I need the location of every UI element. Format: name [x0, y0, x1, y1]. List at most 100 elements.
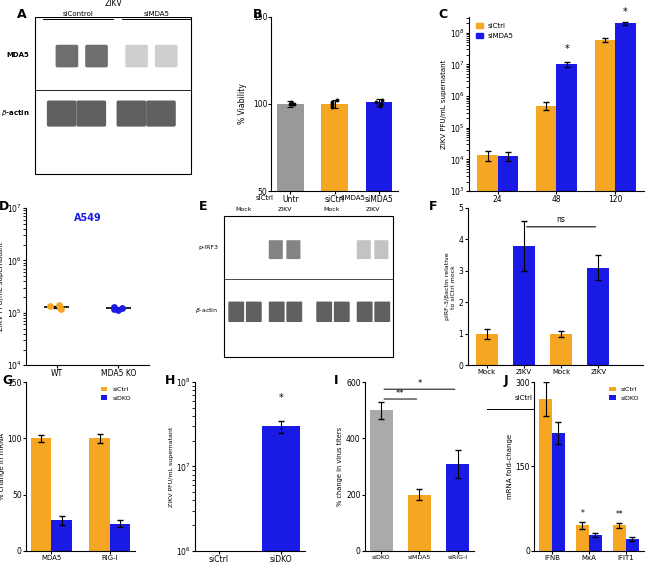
FancyBboxPatch shape: [357, 302, 372, 322]
Legend: siCtrl, siDKO: siCtrl, siDKO: [100, 386, 132, 402]
Text: MDA5: MDA5: [6, 52, 29, 58]
Point: [374, 101, 385, 110]
Text: *: *: [623, 7, 628, 17]
Text: siControl: siControl: [63, 11, 94, 17]
FancyBboxPatch shape: [269, 302, 285, 322]
Point: [286, 98, 296, 107]
Bar: [613, 525, 626, 551]
Point: [284, 99, 294, 108]
Bar: [626, 539, 638, 551]
Text: $\beta$-actin: $\beta$-actin: [196, 306, 218, 315]
Text: *: *: [564, 44, 569, 54]
FancyBboxPatch shape: [374, 240, 389, 259]
Bar: [513, 246, 535, 365]
Text: $\beta$-actin: $\beta$-actin: [1, 108, 29, 117]
Bar: [31, 438, 51, 551]
Bar: [587, 268, 610, 365]
Point: [109, 302, 119, 311]
Text: C: C: [438, 8, 447, 21]
Point: [327, 99, 337, 108]
Text: siMDA5: siMDA5: [339, 195, 365, 201]
Bar: [51, 520, 72, 551]
FancyBboxPatch shape: [269, 240, 283, 259]
FancyBboxPatch shape: [317, 302, 332, 322]
Text: E: E: [200, 200, 208, 213]
Text: siCtrl: siCtrl: [515, 395, 533, 401]
Bar: [370, 410, 393, 551]
Point: [375, 99, 385, 108]
Bar: [552, 433, 565, 551]
Point: [332, 96, 343, 105]
Y-axis label: % change in mRNA: % change in mRNA: [0, 433, 5, 500]
FancyBboxPatch shape: [228, 302, 244, 322]
Point: [326, 98, 337, 107]
Bar: [408, 495, 431, 551]
Text: Mock: Mock: [323, 207, 339, 212]
Text: H: H: [165, 374, 176, 387]
Bar: [322, 104, 348, 278]
Bar: [589, 535, 602, 551]
FancyBboxPatch shape: [334, 302, 350, 322]
Text: J: J: [504, 374, 508, 387]
Y-axis label: ZIKV PFU/mL supernatant: ZIKV PFU/mL supernatant: [168, 426, 174, 507]
Text: siCtrl: siCtrl: [255, 195, 274, 201]
Point: [287, 99, 297, 108]
Bar: [277, 104, 304, 278]
Bar: [595, 40, 615, 562]
Text: ZIKV: ZIKV: [366, 207, 381, 212]
Point: [370, 98, 381, 107]
Text: ZIKV: ZIKV: [104, 0, 122, 8]
FancyBboxPatch shape: [47, 101, 77, 126]
Bar: [498, 156, 518, 562]
Bar: [540, 399, 552, 551]
Text: p-IRF3: p-IRF3: [199, 245, 218, 250]
FancyBboxPatch shape: [125, 45, 148, 67]
Bar: [550, 334, 572, 365]
Legend: siCtrl, siDKO: siCtrl, siDKO: [608, 386, 640, 402]
Text: A549: A549: [73, 212, 101, 223]
Text: G: G: [2, 374, 12, 387]
Y-axis label: ZIKV PFU/mL supernatant: ZIKV PFU/mL supernatant: [0, 242, 4, 332]
Text: Mock: Mock: [235, 207, 252, 212]
Bar: [615, 23, 636, 562]
Bar: [477, 155, 498, 562]
Point: [289, 99, 299, 108]
FancyBboxPatch shape: [56, 45, 78, 67]
FancyBboxPatch shape: [357, 240, 370, 259]
Text: D: D: [0, 200, 9, 213]
Point: [53, 301, 64, 310]
Text: A: A: [18, 8, 27, 21]
Point: [55, 303, 66, 312]
Y-axis label: ZIKV PFU/mL supernatant: ZIKV PFU/mL supernatant: [441, 59, 447, 149]
FancyBboxPatch shape: [287, 240, 300, 259]
Point: [327, 103, 337, 112]
FancyBboxPatch shape: [287, 302, 302, 322]
Bar: [576, 525, 589, 551]
Text: B: B: [252, 8, 262, 21]
FancyBboxPatch shape: [155, 45, 177, 67]
FancyBboxPatch shape: [246, 302, 262, 322]
Bar: [110, 524, 130, 551]
FancyBboxPatch shape: [85, 45, 108, 67]
Y-axis label: mRNA fold-change: mRNA fold-change: [506, 434, 513, 499]
Y-axis label: pIRF-3/βactin relative
to siCtrl mock: pIRF-3/βactin relative to siCtrl mock: [445, 253, 456, 320]
Bar: [476, 334, 498, 365]
Text: **: **: [396, 389, 404, 398]
Text: siMDA5: siMDA5: [144, 11, 170, 17]
Text: **: **: [616, 510, 623, 519]
Point: [56, 304, 66, 313]
Y-axis label: % Viability: % Viability: [238, 84, 247, 124]
Point: [44, 302, 55, 311]
Bar: [556, 65, 577, 562]
Text: ZIKV: ZIKV: [278, 207, 292, 212]
Text: *: *: [279, 393, 283, 403]
Point: [109, 304, 120, 313]
FancyBboxPatch shape: [374, 302, 390, 322]
FancyBboxPatch shape: [116, 101, 146, 126]
Point: [117, 303, 127, 312]
Text: *: *: [417, 379, 422, 388]
Text: ns: ns: [556, 215, 566, 224]
Legend: siCtrl, siMDA5: siCtrl, siMDA5: [473, 20, 517, 42]
FancyBboxPatch shape: [77, 101, 106, 126]
X-axis label: Hrs after infection: Hrs after infection: [521, 210, 592, 219]
